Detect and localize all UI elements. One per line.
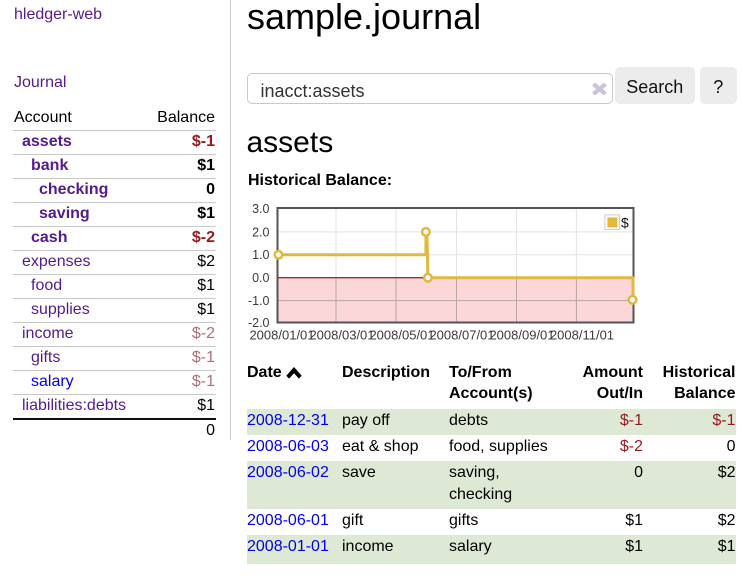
svg-text:2008/11/01: 2008/11/01 bbox=[550, 328, 614, 343]
svg-text:3.0: 3.0 bbox=[252, 202, 269, 216]
svg-text:$: $ bbox=[621, 215, 629, 231]
svg-text:-2.0: -2.0 bbox=[248, 316, 270, 330]
svg-text:2008/09/01: 2008/09/01 bbox=[489, 328, 554, 343]
svg-text:0.0: 0.0 bbox=[252, 271, 269, 285]
svg-text:2008/01/01: 2008/01/01 bbox=[249, 328, 314, 343]
svg-text:-1.0: -1.0 bbox=[248, 294, 270, 308]
svg-text:2008/03/01: 2008/03/01 bbox=[309, 328, 374, 343]
svg-text:2.0: 2.0 bbox=[252, 225, 269, 239]
svg-text:2008/07/01: 2008/07/01 bbox=[429, 328, 494, 343]
svg-text:1.0: 1.0 bbox=[252, 248, 269, 262]
svg-text:2008/05/01: 2008/05/01 bbox=[369, 328, 434, 343]
